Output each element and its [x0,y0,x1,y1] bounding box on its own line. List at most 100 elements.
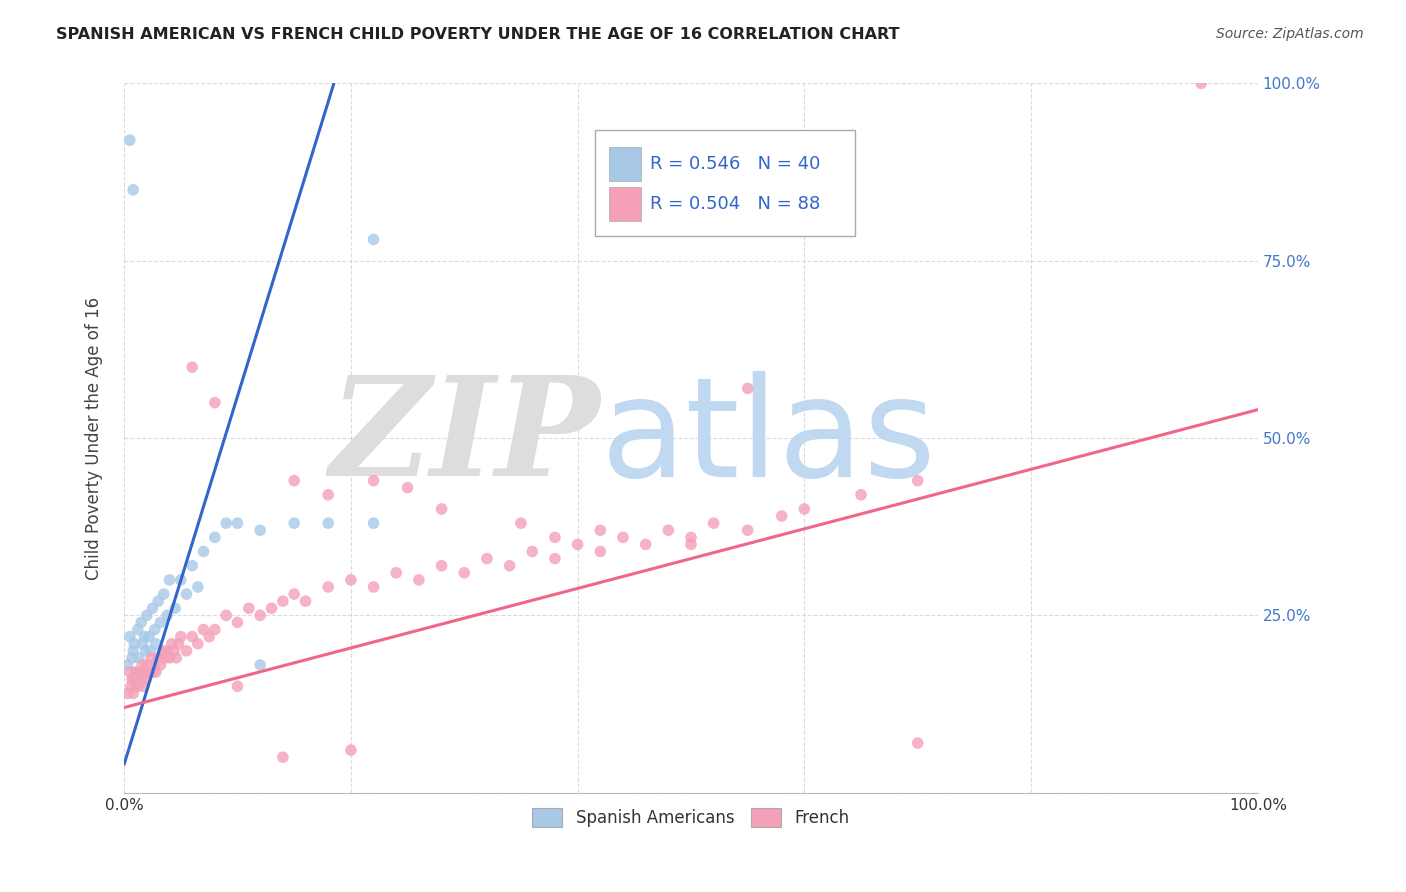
Text: Source: ZipAtlas.com: Source: ZipAtlas.com [1216,27,1364,41]
Point [117,658,139,673]
Point [124,665,146,679]
Point [193,623,215,637]
Point [146,594,169,608]
Point [510,516,533,530]
Point [198,630,221,644]
Point [204,623,226,637]
Point [135,608,157,623]
Point [238,601,260,615]
Point [156,644,179,658]
Point [129,672,152,686]
Point [163,644,186,658]
Point [260,601,283,615]
Point [283,474,305,488]
Text: R = 0.504   N = 88: R = 0.504 N = 88 [650,195,821,213]
Point [226,516,249,530]
Point [160,637,183,651]
Point [176,587,198,601]
Point [215,516,238,530]
Point [271,594,294,608]
Point [181,360,204,375]
Point [703,516,725,530]
Point [363,474,385,488]
Text: atlas: atlas [600,370,936,506]
Point [340,573,363,587]
Point [127,679,149,693]
Point [146,651,169,665]
Point [141,665,163,679]
Point [522,544,544,558]
Point [204,530,226,544]
Point [849,488,872,502]
Text: ZIP: ZIP [329,371,600,505]
Point [170,630,193,644]
Point [170,573,193,587]
Point [340,743,363,757]
Point [316,516,339,530]
Point [793,502,815,516]
Point [363,516,385,530]
Point [131,658,153,673]
Point [770,509,793,524]
Point [145,665,167,679]
Point [135,672,157,686]
Text: SPANISH AMERICAN VS FRENCH CHILD POVERTY UNDER THE AGE OF 16 CORRELATION CHART: SPANISH AMERICAN VS FRENCH CHILD POVERTY… [56,27,900,42]
FancyBboxPatch shape [609,147,641,181]
Point [187,637,209,651]
Point [143,658,166,673]
Point [122,644,145,658]
Point [118,665,141,679]
Legend: Spanish Americans, French: Spanish Americans, French [526,801,856,834]
Point [363,232,385,246]
Point [430,502,453,516]
Point [544,530,567,544]
Point [316,580,339,594]
Point [249,608,271,623]
Point [145,637,167,651]
Point [187,580,209,594]
Text: R = 0.546   N = 40: R = 0.546 N = 40 [650,155,821,173]
Point [153,587,176,601]
Point [124,672,146,686]
Point [134,630,156,644]
Point [129,665,152,679]
Point [408,573,430,587]
Point [363,580,385,594]
Point [283,587,305,601]
Point [120,679,142,693]
Point [152,644,174,658]
Point [215,608,238,623]
Point [612,530,634,544]
Point [657,523,679,537]
Point [124,637,146,651]
Y-axis label: Child Poverty Under the Age of 16: Child Poverty Under the Age of 16 [86,296,103,580]
Point [589,544,612,558]
Point [181,630,204,644]
Point [737,523,759,537]
Point [475,551,498,566]
Point [430,558,453,573]
FancyBboxPatch shape [609,187,641,221]
Point [567,537,589,551]
Point [226,679,249,693]
Point [249,523,271,537]
Point [118,630,141,644]
Point [167,637,190,651]
Point [544,551,567,566]
Point [121,672,143,686]
Point [679,537,702,551]
Point [589,523,612,537]
Point [159,573,181,587]
Point [316,488,339,502]
Point [138,630,160,644]
Point [907,736,929,750]
Point [141,601,163,615]
Point [132,679,155,693]
Point [138,665,160,679]
Point [124,679,146,693]
Point [271,750,294,764]
Point [226,615,249,630]
Point [149,615,172,630]
Point [117,686,139,700]
Point [128,651,150,665]
